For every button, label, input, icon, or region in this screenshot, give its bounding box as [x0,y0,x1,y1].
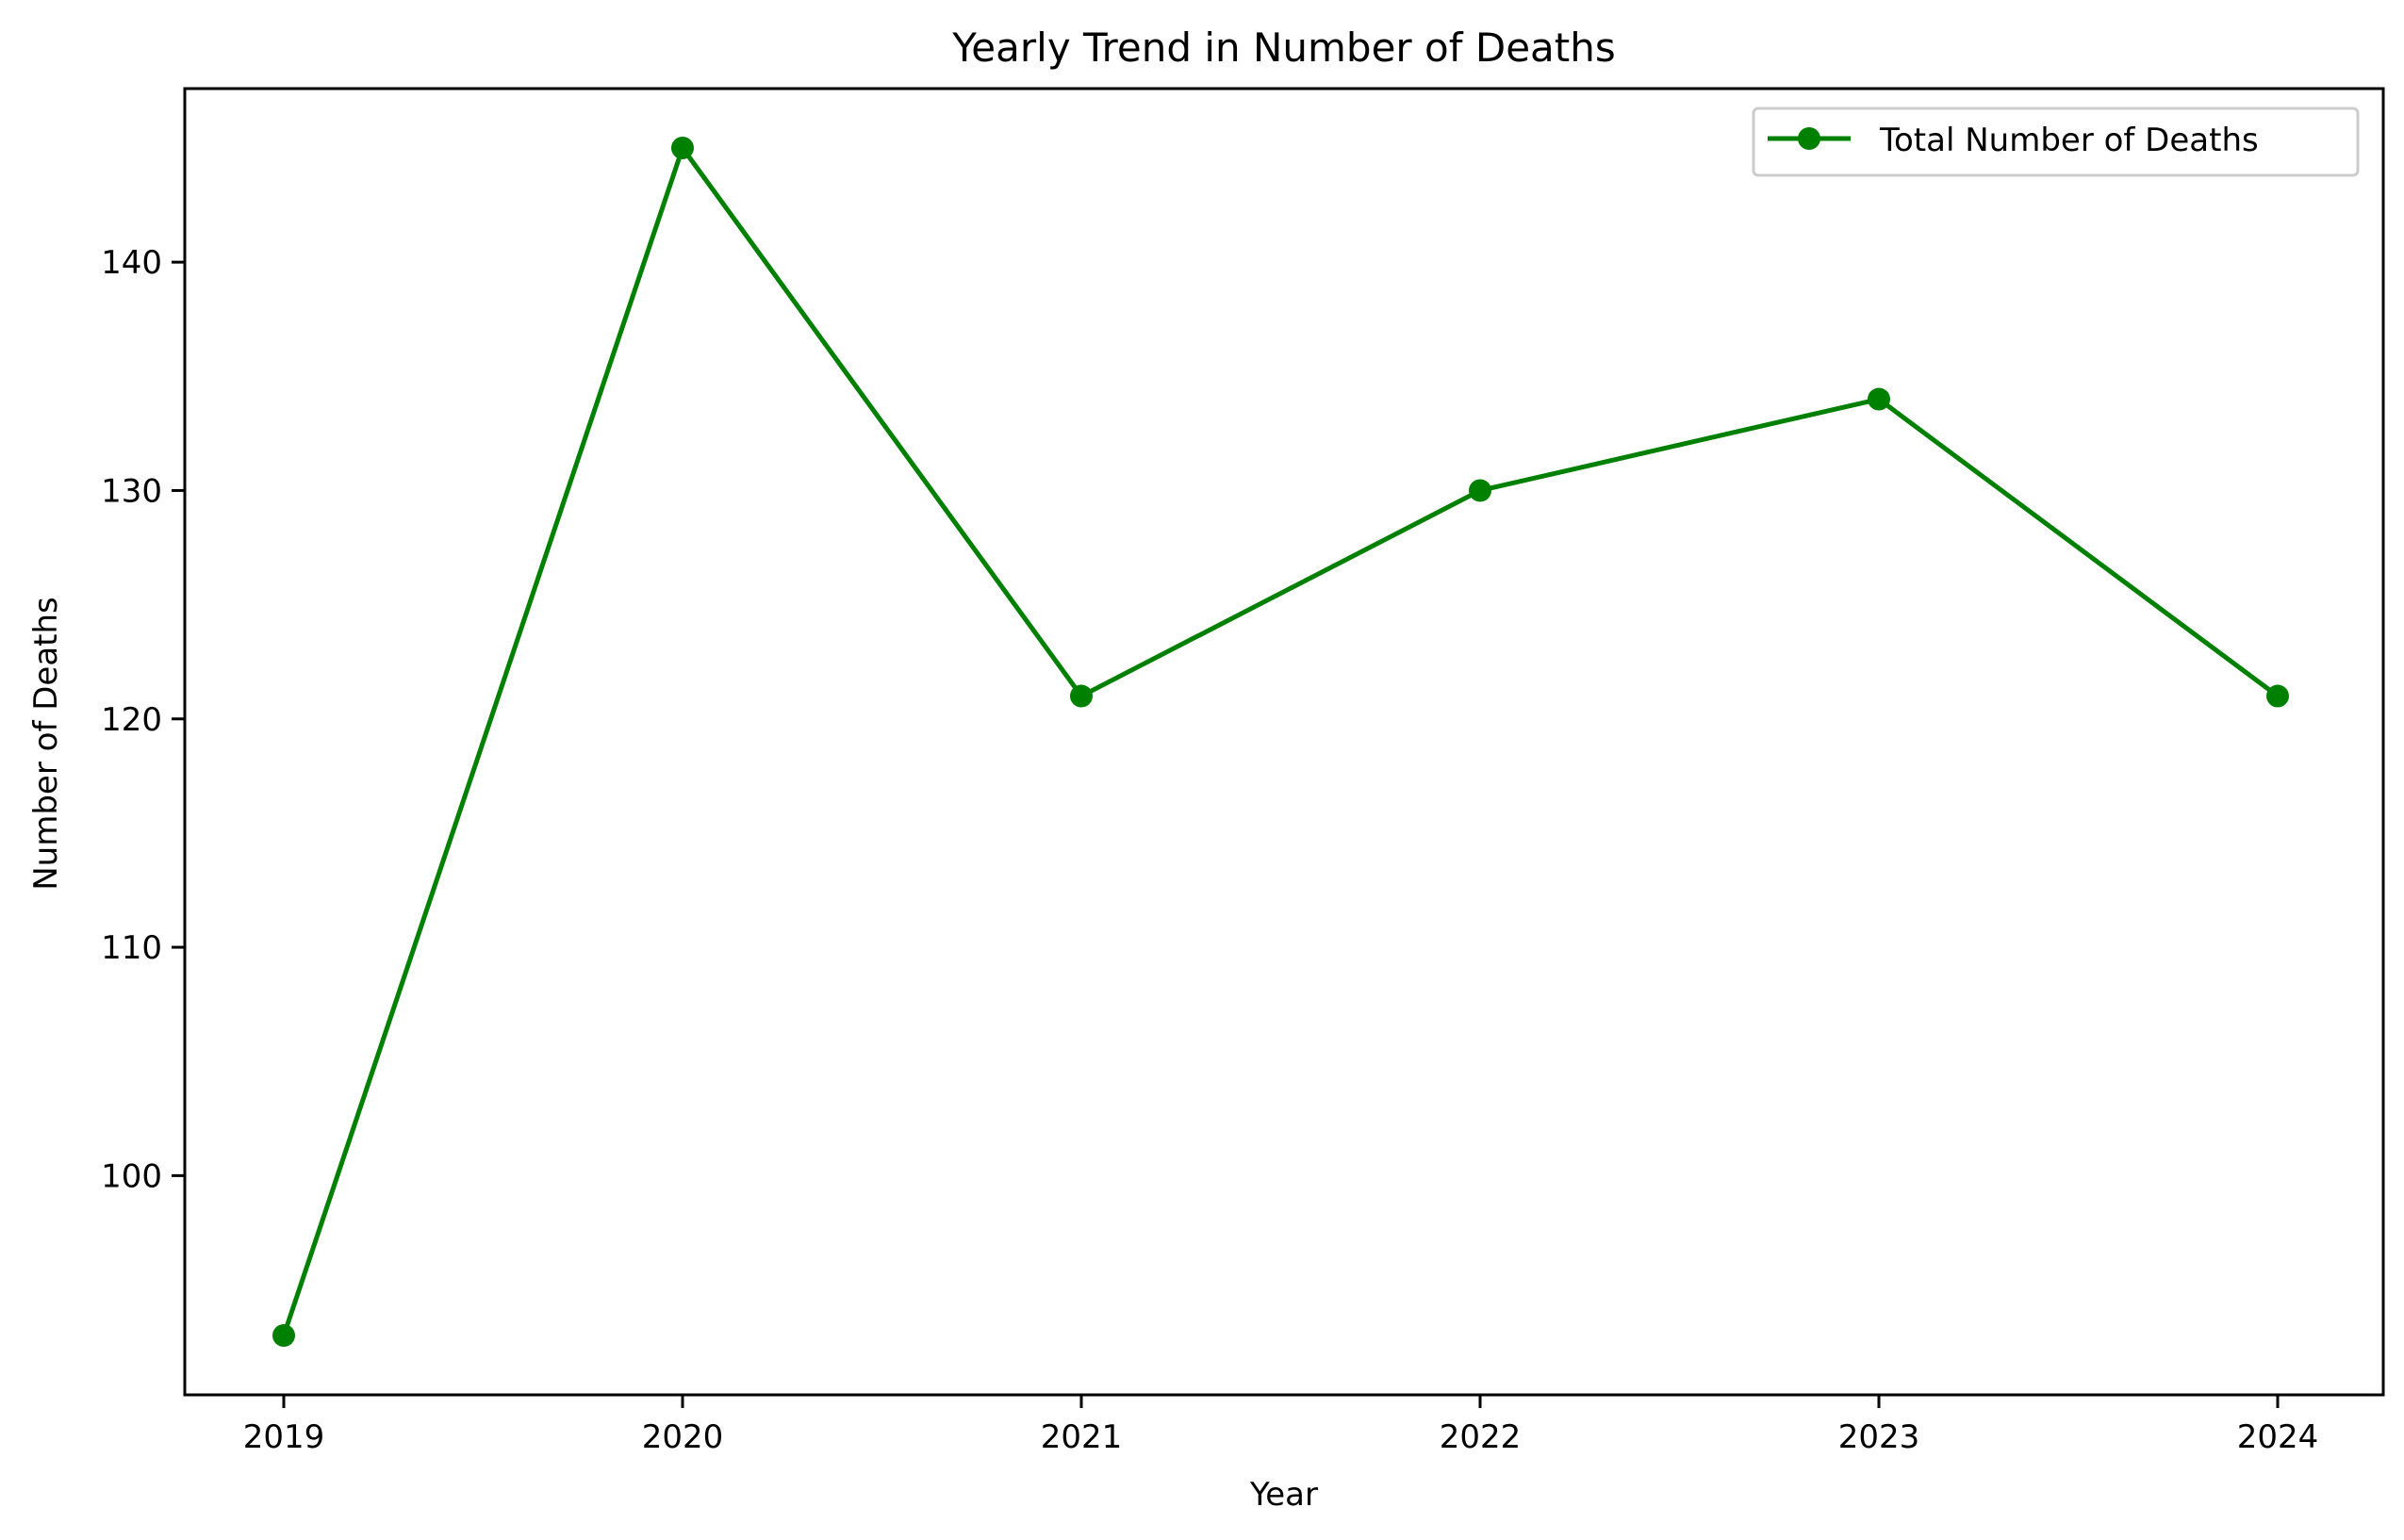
plot-area [183,87,2385,1397]
axes: 2019 2020 2021 2022 2023 2024 100 110 120 130 140 [101,244,2318,1456]
legend-frame [1752,106,2360,177]
chart-title: Yearly Trend in Number of Deaths [951,25,1616,71]
legend-series-marker [1798,127,1820,150]
data-point [1868,387,1890,411]
x-tick-label: 2019 [243,1418,325,1456]
x-tick-label: 2021 [1041,1418,1123,1456]
series-layer [272,137,2289,1347]
data-point [671,137,694,159]
y-tick-label: 120 [101,701,162,739]
y-tick-label: 130 [101,472,162,510]
x-axis-label: Year [1249,1476,1318,1514]
data-point [1070,684,1093,708]
legend-series-label: Total Number of Deaths [1879,122,2259,159]
data-point [1469,479,1491,502]
y-tick-label: 100 [101,1157,162,1195]
legend: Total Number of Deaths [1752,106,2360,177]
y-tick-label: 110 [101,929,162,967]
x-tick-label: 2020 [642,1418,724,1456]
y-tick-label: 140 [101,244,162,282]
x-tick-label: 2023 [1838,1418,1920,1456]
series-line [281,145,2280,1336]
data-point [2266,684,2289,708]
x-tick-label: 2024 [2237,1418,2319,1456]
plot-frame [183,87,2385,1397]
x-tick-label: 2022 [1440,1418,1522,1456]
data-point [272,1324,295,1347]
y-axis-label: Number of Deaths [27,597,65,891]
